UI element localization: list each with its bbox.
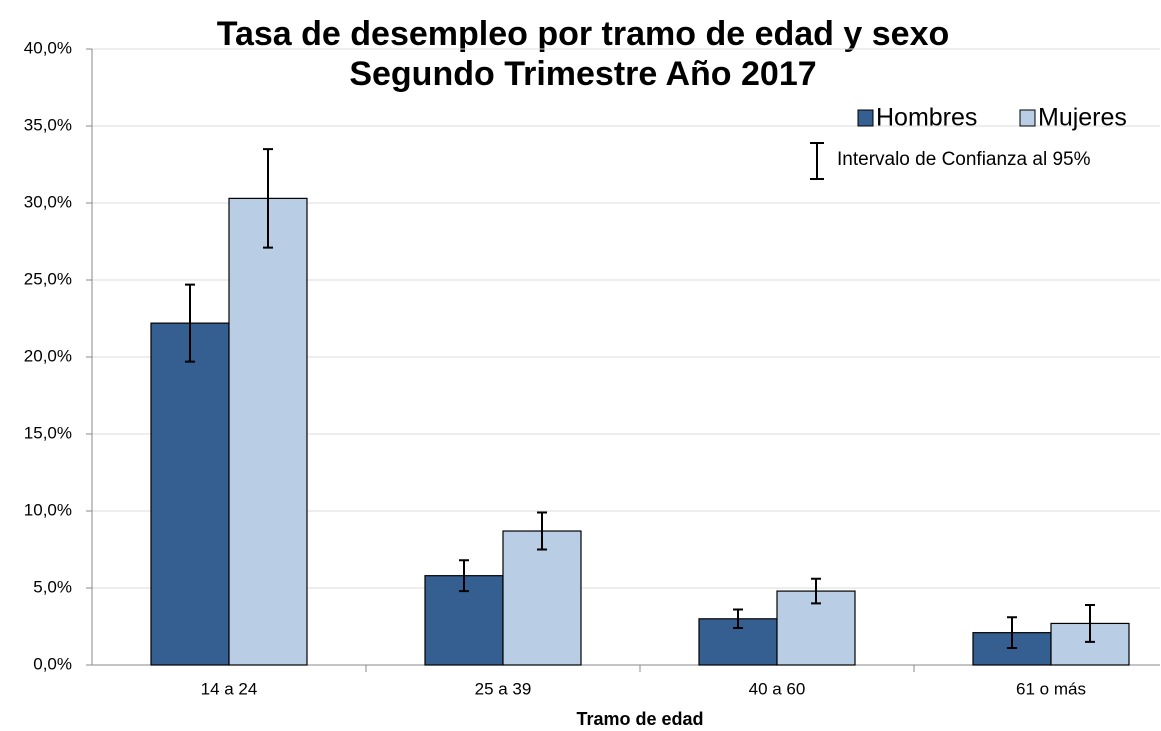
error-bar (459, 559, 469, 593)
y-tick-label: 10,0% (24, 500, 72, 519)
error-legend-icon (810, 142, 824, 180)
error-bar (263, 148, 273, 249)
y-tick-label: 35,0% (24, 115, 72, 134)
y-tick-label: 30,0% (24, 192, 72, 211)
y-tick-label: 20,0% (24, 346, 72, 365)
x-axis-label: Tramo de edad (576, 709, 703, 729)
bar (150, 322, 230, 666)
y-tick-label: 15,0% (24, 423, 72, 442)
bar (502, 530, 582, 666)
y-tick-label: 25,0% (24, 269, 72, 288)
legend-label: Hombres (876, 104, 977, 132)
legend-label: Mujeres (1038, 104, 1127, 132)
error-bar (185, 283, 195, 363)
y-tick-label: 40,0% (24, 38, 72, 57)
y-tick-label: 5,0% (33, 577, 72, 596)
error-bar (1007, 616, 1017, 650)
x-tick-label: 14 a 24 (201, 679, 258, 698)
chart-subtitle: Segundo Trimestre Año 2017 (349, 55, 816, 93)
error-bar (811, 577, 821, 605)
legend-swatch (857, 109, 874, 127)
error-bar (537, 511, 547, 551)
legend-swatch (1019, 109, 1036, 127)
error-bar (733, 608, 743, 630)
x-tick-label: 25 a 39 (475, 679, 532, 698)
y-tick-label: 0,0% (33, 654, 72, 673)
error-bar (1085, 603, 1095, 643)
error-legend-label: Intervalo de Confianza al 95% (837, 149, 1091, 170)
chart-title: Tasa de desempleo por tramo de edad y se… (217, 15, 950, 53)
x-tick-label: 40 a 60 (749, 679, 806, 698)
bar (228, 197, 308, 666)
x-tick-label: 61 o más (1016, 679, 1086, 698)
